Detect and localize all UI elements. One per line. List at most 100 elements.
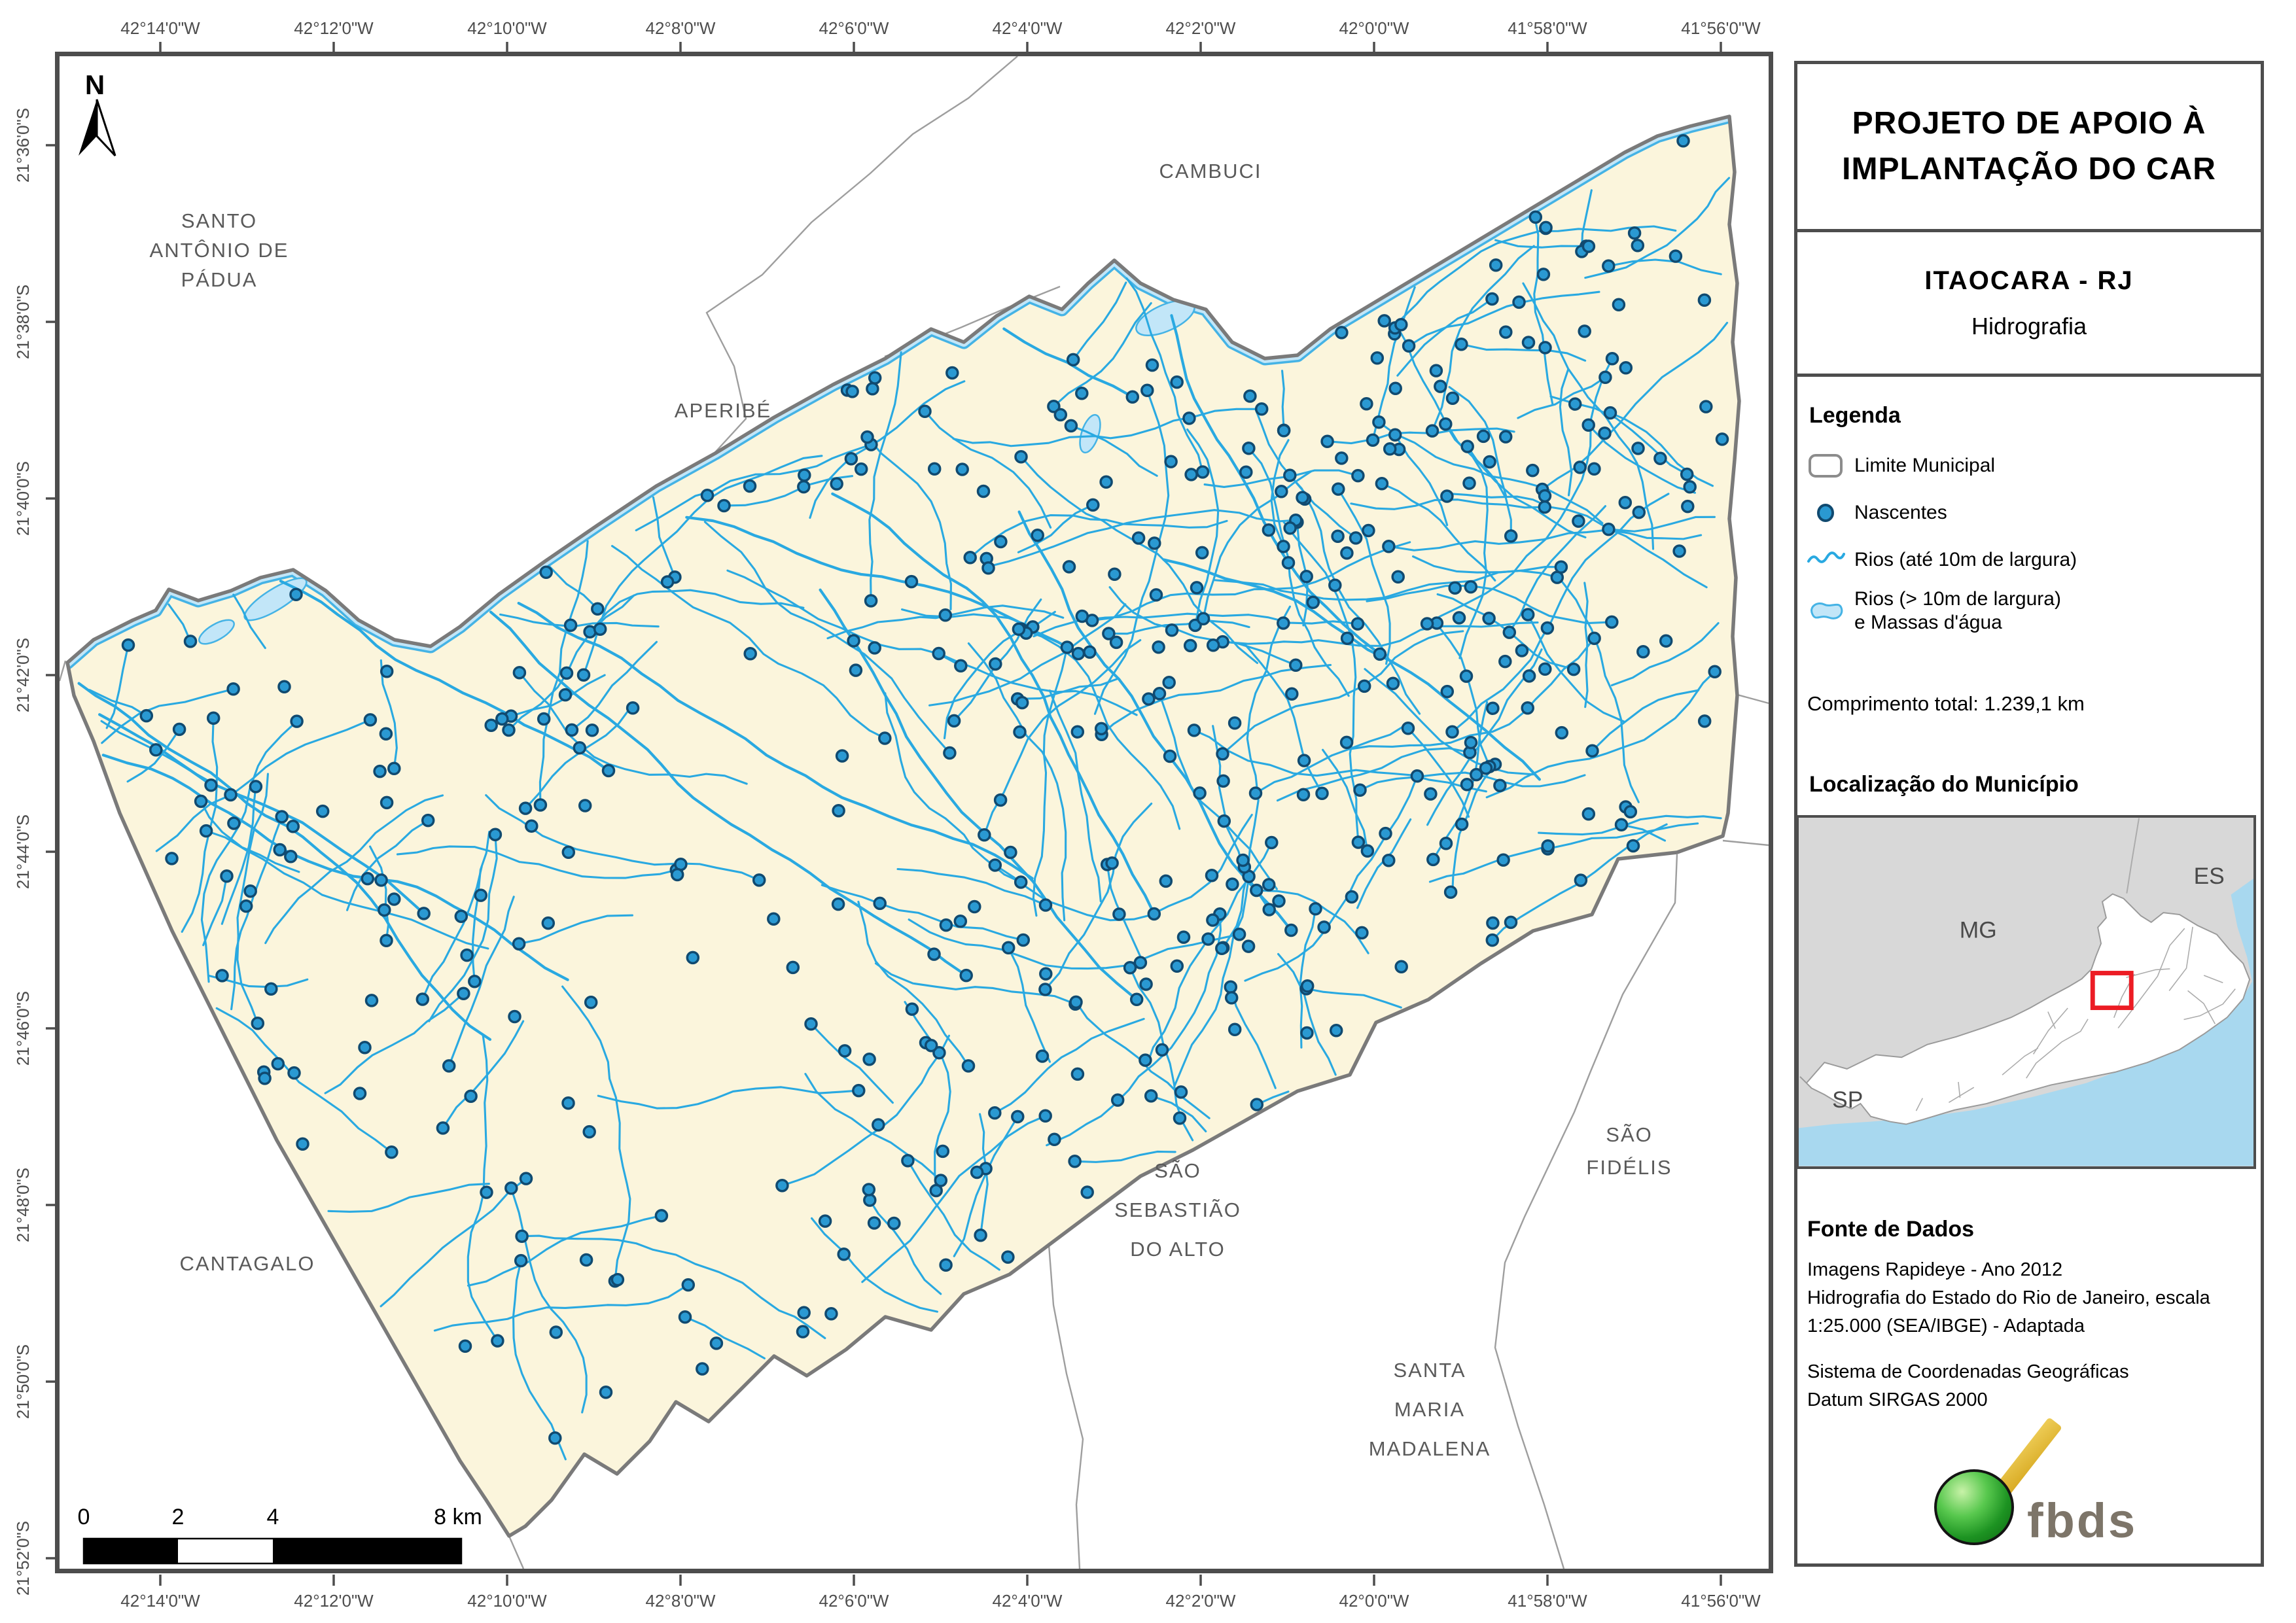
title-panel: PROJETO DE APOIO À IMPLANTAÇÃO DO CAR bbox=[1794, 61, 2264, 232]
river-line bbox=[1007, 947, 1051, 1063]
nascente-dot bbox=[387, 892, 401, 906]
legend-label-massas-line1: Rios (> 10m de largura) bbox=[1854, 588, 2061, 610]
river-line bbox=[215, 1007, 393, 1153]
river-line bbox=[1584, 177, 1731, 279]
nascente-dot bbox=[239, 899, 253, 913]
nascente-dot bbox=[1340, 546, 1354, 560]
nascente-dot bbox=[284, 850, 298, 864]
nascente-dot bbox=[862, 1183, 876, 1196]
river-line bbox=[126, 728, 181, 783]
nascente-dot bbox=[1080, 1185, 1094, 1199]
nascente-dot bbox=[1250, 883, 1263, 898]
river-line bbox=[1390, 225, 1677, 336]
nascente-dot bbox=[1242, 442, 1256, 455]
nascente-dot bbox=[1109, 635, 1123, 650]
nascente-dot bbox=[681, 1278, 696, 1292]
nascente-dot bbox=[1001, 941, 1016, 955]
nascente-dot bbox=[797, 1306, 811, 1319]
river-line bbox=[952, 408, 1263, 447]
river-line bbox=[1381, 482, 1496, 582]
nascente-dot bbox=[1110, 1093, 1125, 1107]
nascente-dot bbox=[1094, 722, 1108, 736]
nascente-dot bbox=[514, 1253, 528, 1268]
nascente-dot bbox=[199, 824, 213, 838]
nascente-dot bbox=[1243, 389, 1257, 403]
river-line bbox=[155, 718, 372, 852]
nascente-dot bbox=[938, 608, 953, 622]
nascente-dot bbox=[868, 641, 881, 655]
nascente-dot bbox=[525, 819, 539, 833]
river-line bbox=[826, 604, 1065, 640]
nascente-dot bbox=[1653, 451, 1667, 465]
nascente-dot bbox=[1602, 259, 1616, 273]
river-line-icon bbox=[1807, 551, 1845, 563]
nascente-dot bbox=[1265, 835, 1279, 850]
nascente-dot bbox=[660, 575, 675, 589]
river-line bbox=[1244, 775, 1419, 982]
nascente-dot bbox=[1445, 725, 1459, 739]
nascente-dot bbox=[798, 468, 811, 482]
nascente-dot bbox=[315, 804, 330, 818]
nascente-dot bbox=[363, 713, 378, 727]
inset-map-svg: MG ES SP bbox=[1799, 818, 2253, 1166]
nascente-dot bbox=[380, 795, 394, 810]
river-line bbox=[1396, 298, 1493, 377]
nascente-dot bbox=[1206, 913, 1220, 927]
nascente-dot bbox=[1382, 540, 1396, 553]
nascente-dot bbox=[936, 1144, 950, 1159]
river-line bbox=[991, 509, 1297, 567]
nascente-dot bbox=[1585, 744, 1599, 758]
nascente-dot bbox=[1439, 417, 1453, 431]
nascente-dot bbox=[1183, 638, 1197, 653]
municipality-name: ITAOCARA - RJ bbox=[1924, 266, 2134, 295]
nascente-dot bbox=[1105, 856, 1119, 870]
nascente-dot bbox=[1012, 622, 1026, 637]
river-line bbox=[819, 588, 1139, 1001]
nascente-dot bbox=[1176, 930, 1191, 944]
nascente-dot bbox=[1145, 358, 1159, 372]
nascente-dot bbox=[1353, 783, 1367, 797]
nascente-dot bbox=[1125, 390, 1140, 404]
map-place-label: APERIBÉ bbox=[675, 399, 771, 422]
river-line bbox=[205, 829, 489, 950]
nascente-dot bbox=[421, 813, 435, 828]
river-line bbox=[1093, 389, 1170, 715]
nascente-dot bbox=[901, 1153, 915, 1168]
nascente-dot bbox=[1254, 402, 1269, 416]
nascente-dot bbox=[220, 869, 234, 883]
river-line bbox=[582, 455, 823, 676]
river-line bbox=[1559, 368, 1573, 497]
river-line bbox=[1337, 488, 1391, 665]
nascente-dot bbox=[1296, 788, 1311, 801]
river-line bbox=[821, 884, 1025, 941]
axis-label-bottom: 41°58'0"W bbox=[1508, 1591, 1587, 1611]
nascente-dot bbox=[1493, 778, 1507, 793]
nascente-dot bbox=[1464, 580, 1478, 594]
nascente-dot bbox=[457, 986, 470, 1000]
nascente-dot bbox=[1075, 387, 1089, 400]
legend-label-massas-line2: e Massas d'água bbox=[1854, 612, 2002, 633]
nascente-dot bbox=[1329, 1024, 1343, 1038]
river-line bbox=[1583, 582, 1589, 708]
nascente-dot bbox=[226, 682, 240, 696]
river-line bbox=[279, 580, 610, 773]
legend-item-massas: Rios (> 10m de largura) e Massas d'água bbox=[1807, 587, 2061, 635]
nascente-dot bbox=[1486, 701, 1500, 715]
nascente-dot bbox=[458, 1339, 472, 1353]
nascente-dot bbox=[767, 912, 781, 926]
river-line bbox=[1591, 689, 1700, 752]
nascente-dot bbox=[264, 982, 278, 996]
nascente-dot bbox=[1496, 853, 1510, 867]
river-line bbox=[1222, 605, 1292, 949]
legend-label-rios: Rios (até 10m de largura) bbox=[1854, 549, 2077, 570]
nascente-dot bbox=[1048, 1132, 1061, 1146]
river-line bbox=[1044, 802, 1153, 991]
nascente-dot bbox=[1382, 853, 1396, 867]
nascente-dot bbox=[1632, 505, 1646, 519]
nascente-dot bbox=[271, 1056, 285, 1071]
nascente-dot bbox=[717, 498, 731, 513]
nascente-dot bbox=[442, 1059, 456, 1073]
nascente-dot bbox=[1388, 381, 1402, 395]
nascente-dot bbox=[1164, 455, 1178, 468]
data-source-line2: Hidrografia do Estado do Rio de Janeiro,… bbox=[1807, 1287, 2210, 1308]
